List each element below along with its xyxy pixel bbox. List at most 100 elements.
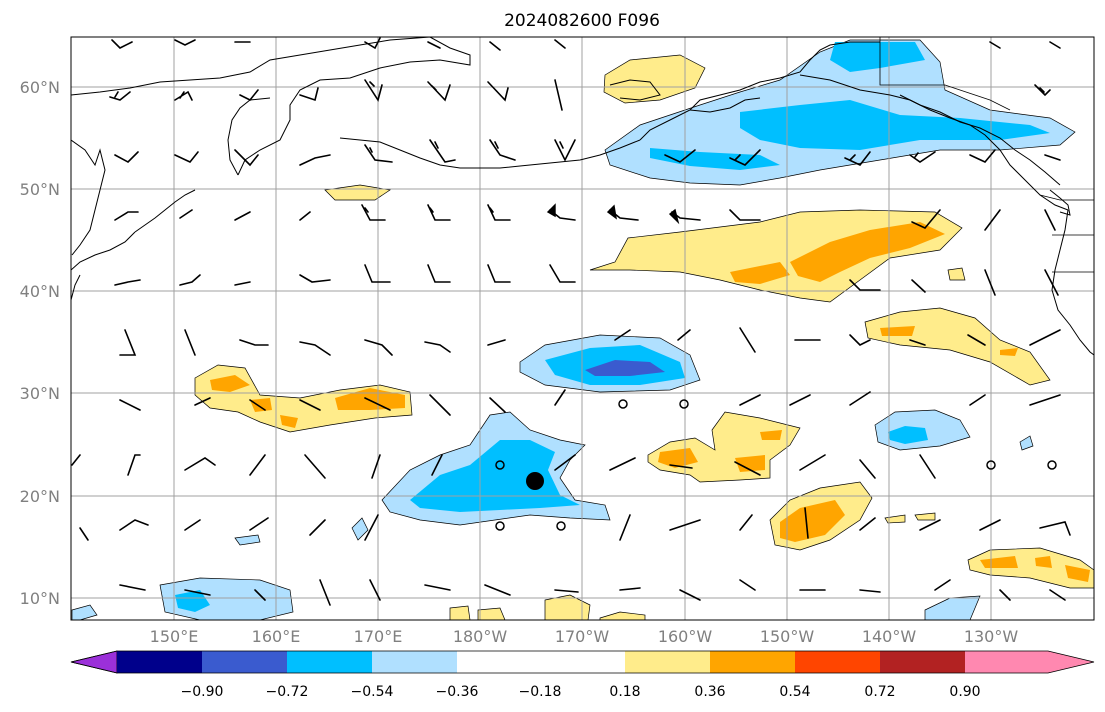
coastline-hokkaido (71, 274, 81, 301)
wind-barbs-pennant (546, 203, 680, 225)
anomaly-region-alaska-core (830, 42, 925, 72)
calm-circle (679, 399, 689, 409)
anomaly-region-midlat-core (790, 222, 945, 282)
anomaly-region-east-core (888, 426, 928, 444)
wind-barb (984, 269, 996, 296)
wind-barb (111, 39, 133, 49)
colorbar-min-extend (70, 650, 118, 674)
wind-barb (1044, 209, 1056, 231)
wind-barb (79, 527, 89, 541)
wind-barb (119, 519, 149, 531)
coastline-vancouver-island (1049, 189, 1071, 216)
wind-barb (427, 264, 451, 283)
wind-barb (554, 39, 566, 49)
wind-barb (739, 327, 756, 353)
calm-circle (495, 521, 505, 531)
wind-barb (546, 203, 556, 218)
anomaly-region-west-30n-core4 (280, 415, 298, 428)
colorbar-bin (625, 651, 710, 673)
wind-barb (234, 281, 251, 286)
wind-barb (179, 274, 201, 286)
lon-label: 150°W (760, 627, 815, 646)
colorbar-outline (70, 650, 1095, 674)
wind-barb (734, 461, 761, 476)
colorbar-bin (202, 651, 287, 673)
wind-barb (919, 454, 936, 479)
colorbar-bin (795, 651, 880, 673)
calm-circle (495, 460, 505, 470)
anomaly-region-bottom-4 (477, 607, 506, 620)
wind-barb (484, 584, 511, 596)
wind-barb (309, 519, 326, 536)
wind-barb (487, 264, 511, 283)
wind-barb (109, 91, 131, 101)
anomaly-region-gulf-core2 (650, 148, 780, 170)
wind-barb (299, 87, 319, 102)
lon-label: 160°W (658, 627, 713, 646)
wind-barb (609, 457, 636, 471)
wind-barbs (71, 37, 1071, 606)
wind-barb (364, 79, 383, 102)
wind-barb (1049, 41, 1061, 49)
wind-barb (489, 139, 516, 161)
wind-barb (184, 457, 216, 471)
wind-barb (979, 519, 1001, 531)
wind-barb (429, 394, 451, 416)
wind-barb (549, 264, 576, 283)
positive-anomaly-fill (194, 54, 1094, 620)
wind-barb (249, 399, 266, 411)
lat-label: 60°N (20, 78, 60, 97)
wind-barb (319, 579, 331, 606)
negative-anomaly-fill (71, 39, 1076, 620)
coastline-bristol (609, 79, 661, 101)
wind-barb (364, 264, 391, 283)
wind-barb (729, 149, 761, 166)
anomaly-region-southeast-core (980, 556, 1018, 568)
wind-barb (299, 211, 311, 221)
wind-barb (364, 514, 379, 541)
coastline-japan (71, 231, 136, 271)
wind-barb (554, 79, 563, 111)
wind-barb (1044, 154, 1061, 161)
colorbar-label: −0.90 (181, 684, 224, 700)
wind-barb (424, 341, 451, 353)
anomaly-region-bottom-1 (544, 594, 591, 620)
lon-label: 150°E (150, 627, 199, 646)
wind-barb (127, 454, 141, 476)
lat-label: 50°N (20, 180, 60, 199)
wind-barb (194, 397, 211, 406)
map-body (71, 37, 1094, 620)
wind-barb (619, 514, 631, 541)
anomaly-region-small-3 (1019, 435, 1034, 451)
anomaly-region-midlat-core2 (730, 262, 790, 284)
wind-barb (71, 454, 81, 466)
wind-barb (361, 204, 386, 221)
wind-barb (299, 274, 331, 283)
anomaly-region-southeast-core2 (1065, 565, 1090, 582)
wind-barb (967, 334, 986, 346)
wind-barb (487, 339, 506, 346)
wind-barb (669, 519, 701, 531)
longitude-labels: 150°E 160°E 170°E 180°W 170°W 160°W 150°… (150, 627, 1019, 646)
wind-barb (114, 151, 139, 163)
anomaly-region-east-midlat (864, 307, 1051, 386)
wind-barb (299, 154, 331, 166)
border-canada-us (1039, 194, 1094, 201)
anomaly-region-hawaii-west-core (410, 440, 580, 512)
wind-barb (119, 399, 141, 411)
wind-barb (669, 464, 693, 469)
anomaly-region-bottom-3 (449, 605, 471, 620)
anomaly-region-midlat (589, 209, 963, 303)
anomaly-region-small-4 (71, 604, 98, 620)
wind-barb (431, 454, 443, 476)
calm-circle (986, 460, 996, 470)
wind-barb (114, 279, 141, 286)
anomaly-region-gulf-core (740, 100, 1050, 150)
wind-barb (1044, 269, 1059, 296)
lon-label: 160°E (252, 627, 301, 646)
wind-barb (427, 41, 441, 49)
map-frame (70, 36, 1095, 621)
wind-barb (739, 394, 761, 406)
wind-barb (299, 399, 321, 411)
anomaly-region-central-core (585, 360, 665, 376)
